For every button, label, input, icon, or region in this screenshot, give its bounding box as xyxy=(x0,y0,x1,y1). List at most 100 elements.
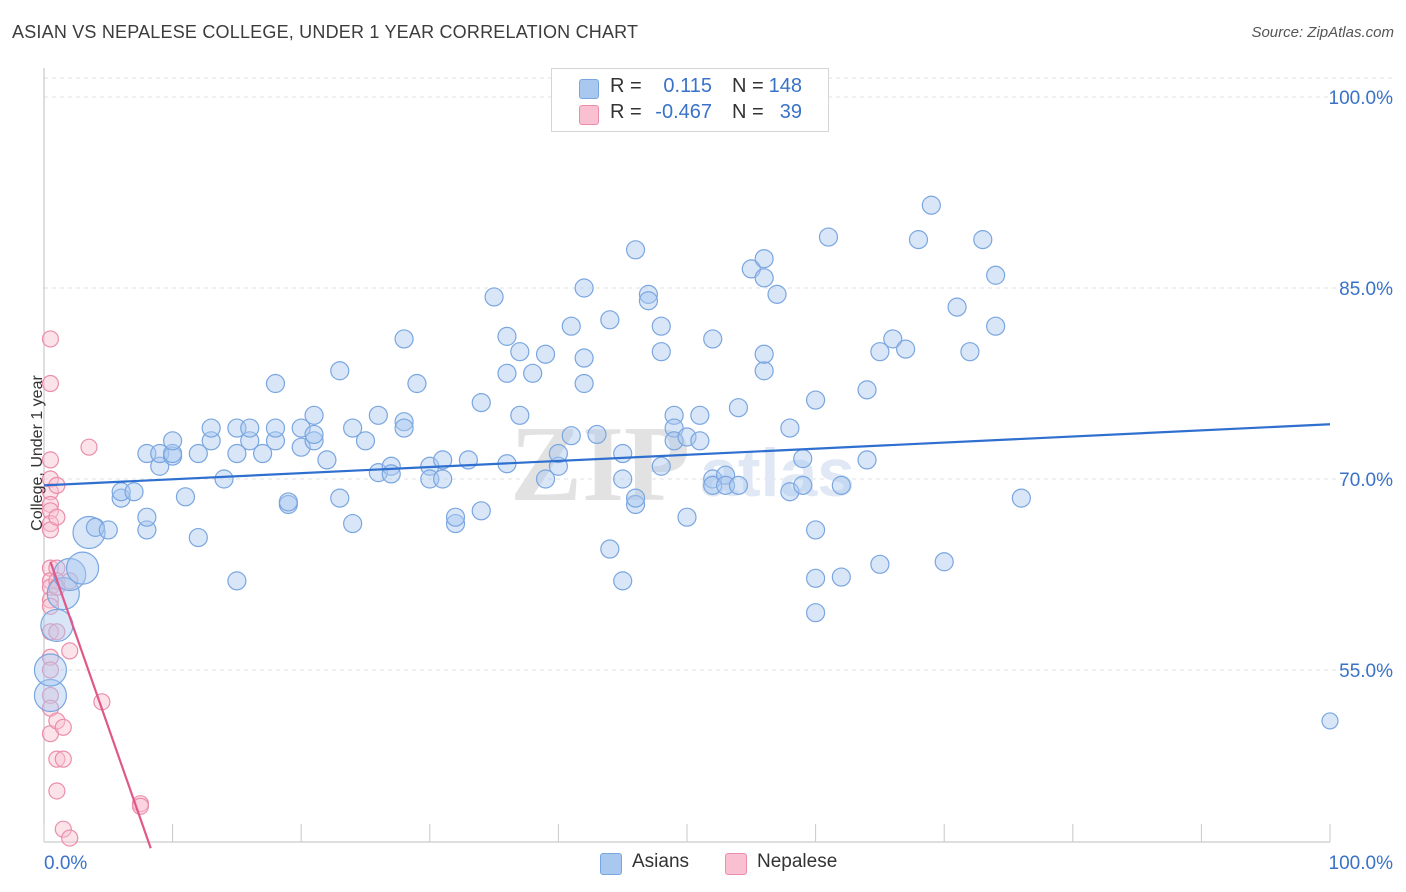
asian-point xyxy=(613,443,633,464)
asian-point xyxy=(793,449,813,469)
asian-point xyxy=(304,405,324,425)
asian-point xyxy=(857,450,877,470)
asians-trend-line xyxy=(43,423,1331,487)
asian-point xyxy=(973,230,993,250)
asian-point xyxy=(394,418,414,438)
trend-lines xyxy=(43,423,1331,849)
asian-point xyxy=(265,373,286,394)
asians-legend-label: Asians xyxy=(632,851,690,872)
asian-point xyxy=(805,603,826,623)
chart-title: ASIAN VS NEPALESE COLLEGE, UNDER 1 YEAR … xyxy=(12,22,639,42)
nepalese-point xyxy=(48,750,66,768)
nepalese-point xyxy=(41,374,60,393)
asian-point xyxy=(625,488,646,508)
watermark: ZIP xyxy=(510,405,690,524)
asian-point xyxy=(33,653,68,687)
y-tick-label: 85.0% xyxy=(1339,279,1393,300)
asian-point xyxy=(947,297,967,317)
asian-point xyxy=(137,507,157,527)
asian-point xyxy=(1321,712,1339,730)
asian-point xyxy=(638,291,659,311)
asian-point xyxy=(394,412,414,432)
asian-point xyxy=(793,475,813,495)
asian-point xyxy=(433,450,453,470)
nepalese-point xyxy=(41,502,60,520)
asian-point xyxy=(754,249,774,269)
asian-point xyxy=(921,195,941,215)
asian-point xyxy=(600,539,620,559)
asian-point xyxy=(960,342,980,362)
asian-point xyxy=(690,431,710,451)
asian-point xyxy=(407,373,427,394)
asian-point xyxy=(625,494,646,515)
nepalese-point xyxy=(48,623,66,641)
asian-point xyxy=(651,342,671,362)
asian-point xyxy=(1011,488,1031,508)
asian-point xyxy=(831,567,851,587)
asian-point xyxy=(510,342,530,362)
asian-point xyxy=(317,450,337,470)
asian-point xyxy=(46,576,80,611)
asian-point xyxy=(754,361,774,381)
x-tick-label: 100.0% xyxy=(1329,853,1394,874)
asian-point xyxy=(587,424,607,445)
asian-point xyxy=(818,227,839,247)
asian-point xyxy=(767,284,787,304)
legend-n-label: N = xyxy=(732,75,764,97)
asian-point xyxy=(330,361,350,381)
asian-point xyxy=(574,348,594,368)
asian-point xyxy=(497,363,517,383)
asian-point xyxy=(896,339,916,359)
asian-point xyxy=(535,469,556,489)
asian-point xyxy=(33,678,68,713)
asian-point xyxy=(600,310,620,330)
asian-point xyxy=(651,456,671,476)
asian-point xyxy=(728,475,749,495)
asian-point xyxy=(870,554,890,574)
asian-point xyxy=(805,390,826,410)
asian-point xyxy=(561,316,581,336)
asian-point xyxy=(355,431,376,451)
asian-point xyxy=(870,342,890,362)
asian-point xyxy=(754,268,774,288)
asian-point xyxy=(510,405,530,425)
y-axis-label: College, Under 1 year xyxy=(29,375,46,531)
asian-point xyxy=(548,443,569,464)
grid-lines xyxy=(44,77,1394,671)
legend-box: R = 0.115 N = 148 R = -0.467 N = 39 xyxy=(551,68,829,132)
nepalese-point xyxy=(41,470,60,488)
asian-point xyxy=(574,278,594,298)
asian-point xyxy=(625,240,646,260)
asian-point xyxy=(368,405,388,425)
asian-point xyxy=(728,398,749,418)
nepalese-point xyxy=(48,712,66,730)
asian-point xyxy=(240,418,260,438)
asian-point xyxy=(98,520,118,540)
asian-point xyxy=(343,418,363,438)
legend-row-asians: R = 0.115 N = 148 xyxy=(552,75,828,101)
asian-point xyxy=(715,465,736,485)
y-tick-label: 70.0% xyxy=(1339,470,1393,491)
asian-points xyxy=(33,195,1339,730)
asian-point xyxy=(703,329,723,349)
asian-point xyxy=(330,488,350,508)
nepalese-point xyxy=(41,451,60,469)
asian-point xyxy=(780,418,800,438)
asian-point xyxy=(574,373,594,394)
asian-point xyxy=(805,568,826,588)
asian-point xyxy=(523,363,543,383)
asian-point xyxy=(638,284,659,304)
asian-point xyxy=(986,265,1006,285)
asian-point xyxy=(433,469,453,489)
asian-point xyxy=(484,287,504,307)
asian-point xyxy=(65,551,100,585)
asian-point xyxy=(343,513,363,534)
nepalese-point xyxy=(41,661,60,679)
asian-point xyxy=(163,431,183,451)
nepalese-point xyxy=(61,572,79,590)
asian-point xyxy=(677,427,697,447)
x-tick-label: 0.0% xyxy=(44,853,87,874)
legend-row-nepalese: R = -0.467 N = 39 xyxy=(552,101,828,127)
nepalese-point xyxy=(41,514,60,533)
